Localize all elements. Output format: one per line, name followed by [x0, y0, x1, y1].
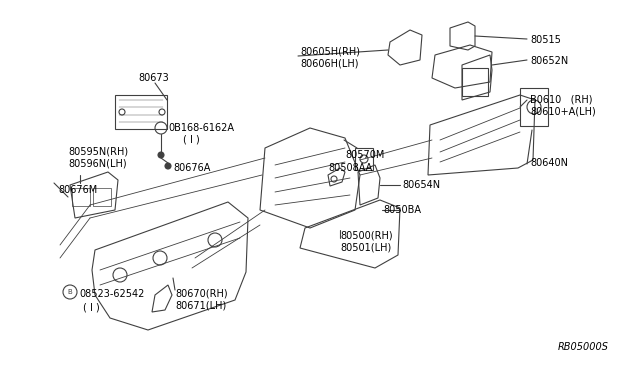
- Ellipse shape: [158, 152, 164, 158]
- Text: 80654N: 80654N: [402, 180, 440, 190]
- Text: 80610+A(LH): 80610+A(LH): [530, 107, 596, 117]
- Text: 80676M: 80676M: [58, 185, 97, 195]
- Text: 80652N: 80652N: [530, 56, 568, 66]
- Text: 8050BA: 8050BA: [383, 205, 421, 215]
- Text: 80501(LH): 80501(LH): [340, 242, 391, 252]
- Bar: [355, 148, 373, 170]
- Text: RB05000S: RB05000S: [558, 342, 609, 352]
- Text: 80676A: 80676A: [173, 163, 211, 173]
- Text: 80596N(LH): 80596N(LH): [68, 159, 127, 169]
- Text: 80640N: 80640N: [530, 158, 568, 168]
- Bar: [93, 188, 111, 206]
- Bar: [520, 88, 548, 126]
- Text: 80671(LH): 80671(LH): [175, 301, 227, 311]
- Text: 80515: 80515: [530, 35, 561, 45]
- Text: 80500(RH): 80500(RH): [340, 230, 392, 240]
- Text: 08523-62542: 08523-62542: [79, 289, 145, 299]
- Bar: [72, 188, 90, 206]
- Bar: [115, 95, 167, 129]
- Text: 80606H(LH): 80606H(LH): [300, 59, 358, 69]
- Text: 80595N(RH): 80595N(RH): [68, 147, 128, 157]
- Text: B: B: [68, 289, 72, 295]
- Text: B0610   (RH): B0610 (RH): [530, 95, 593, 105]
- Text: 0B168-6162A: 0B168-6162A: [168, 123, 234, 133]
- Text: ( I ): ( I ): [183, 135, 200, 145]
- Bar: [462, 68, 488, 96]
- Text: 80508AA: 80508AA: [328, 163, 372, 173]
- Text: 80570M: 80570M: [345, 150, 385, 160]
- Text: 80605H(RH): 80605H(RH): [300, 47, 360, 57]
- Ellipse shape: [165, 163, 171, 169]
- Text: 80670(RH): 80670(RH): [175, 289, 228, 299]
- Text: 80673: 80673: [138, 73, 169, 83]
- Text: ( I ): ( I ): [83, 302, 100, 312]
